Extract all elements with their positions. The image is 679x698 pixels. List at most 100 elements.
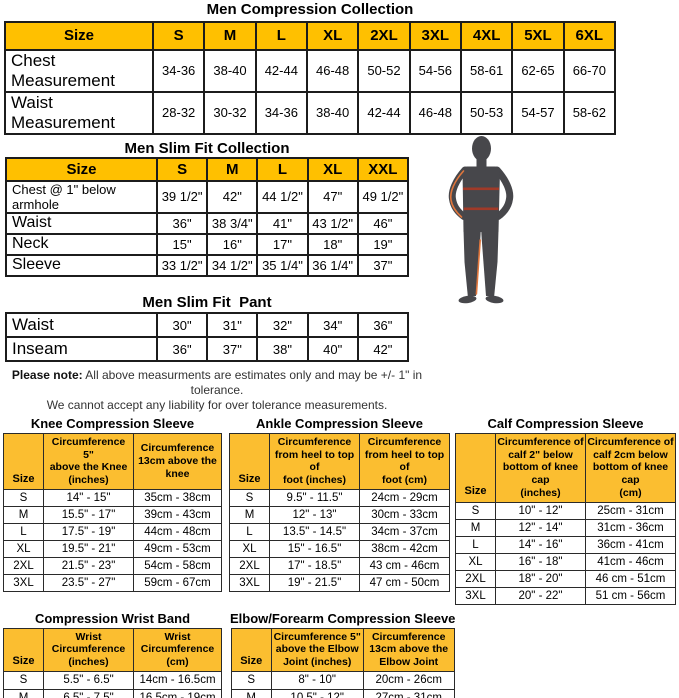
men-slim-fit-collection-table: Size S M L XL XXL Chest @ 1" below armho… bbox=[5, 156, 410, 277]
cell-size: 3XL bbox=[229, 574, 270, 593]
cell: 17" bbox=[256, 232, 309, 256]
cell-cm: 59cm - 67cm bbox=[133, 574, 222, 593]
cell: 66-70 bbox=[562, 48, 617, 93]
cell-inches: 23.5" - 27" bbox=[43, 574, 134, 593]
cell-cm: 25cm - 31cm bbox=[585, 501, 676, 520]
table-row: XL 15" - 16.5" 38cm - 42cm bbox=[229, 540, 450, 559]
cell: 33 1/2" bbox=[155, 253, 209, 277]
cell: 39 1/2" bbox=[155, 179, 209, 214]
cell: 31" bbox=[206, 312, 259, 339]
table-body: S 5.5" - 6.5" 14cm - 16.5cm M 6.5" - 7.5… bbox=[3, 670, 222, 698]
cell: 34-36 bbox=[254, 90, 308, 135]
ankle-section: Ankle Compression Sleeve Size Circumfere… bbox=[229, 417, 450, 605]
size-header-s: S bbox=[151, 20, 206, 51]
row-label: Sleeve bbox=[5, 253, 158, 277]
cell-size: 2XL bbox=[455, 569, 496, 588]
cell: 50-52 bbox=[357, 48, 411, 93]
cell: 19" bbox=[356, 232, 410, 256]
cell-inches: 6.5" - 7.5" bbox=[43, 688, 134, 698]
row-label: Neck bbox=[5, 232, 158, 256]
title-ankle-compression-sleeve: Ankle Compression Sleeve bbox=[256, 416, 423, 432]
table-row: S 8" - 10" 20cm - 26cm bbox=[230, 670, 455, 690]
chest-measurement-line bbox=[463, 187, 499, 191]
cell: 62-65 bbox=[511, 48, 565, 93]
table-row: S 10" - 12" 25cm - 31cm bbox=[455, 501, 676, 520]
table-body: S 8" - 10" 20cm - 26cm M 10.5" - 12" 27c… bbox=[230, 670, 455, 698]
knee-section: Knee Compression Sleeve Size Circumferen… bbox=[3, 417, 222, 605]
cell: 41" bbox=[256, 211, 309, 235]
cell-cm: 36cm - 41cm bbox=[585, 535, 676, 554]
cell-size: 3XL bbox=[3, 574, 44, 593]
table-row: M 10.5" - 12" 27cm - 31cm bbox=[230, 688, 455, 698]
title-elbow-forearm-compression-sleeve: Elbow/Forearm Compression Sleeve bbox=[230, 610, 456, 626]
cell-inches: 12" - 14" bbox=[495, 518, 586, 537]
compression-wrist-band-table: Size Wrist Circumference (inches) Wrist … bbox=[3, 627, 222, 698]
cell-inches: 17.5" - 19" bbox=[43, 523, 134, 542]
table-row: XL 16" - 18" 41cm - 46cm bbox=[455, 552, 676, 571]
inches-column-header: Wrist Circumference (inches) bbox=[43, 627, 134, 672]
cell: 58-61 bbox=[459, 48, 514, 93]
size-header-5xl: 5XL bbox=[511, 20, 565, 51]
table-row: Waist Measurement 28-32 30-32 34-36 38-4… bbox=[4, 90, 617, 135]
size-header-l: L bbox=[254, 20, 308, 51]
cell-cm: 51 cm - 56cm bbox=[585, 586, 676, 605]
band-tables-row: Compression Wrist Band Size Wrist Circum… bbox=[3, 612, 679, 698]
cell-cm: 44cm - 48cm bbox=[133, 523, 222, 542]
knee-compression-sleeve-table: Size Circumference 5" above the Knee (in… bbox=[3, 432, 222, 593]
table-row: Sleeve 33 1/2" 34 1/2" 35 1/4" 36 1/4" 3… bbox=[5, 253, 410, 277]
table-row: Waist 30" 31" 32" 34" 36" bbox=[5, 312, 410, 339]
size-column-header: Size bbox=[455, 432, 496, 503]
table-row: L 17.5" - 19" 44cm - 48cm bbox=[3, 523, 222, 542]
cell: 42-44 bbox=[357, 90, 411, 135]
cell-size: 2XL bbox=[229, 557, 270, 576]
cell: 38" bbox=[256, 336, 309, 363]
cell: 37" bbox=[356, 253, 410, 277]
cell-size: M bbox=[229, 506, 270, 525]
title-men-slim-fit-pant: Men Slim Fit Pant bbox=[142, 293, 272, 311]
row-label: Inseam bbox=[5, 336, 158, 363]
cell-cm: 38cm - 42cm bbox=[359, 540, 450, 559]
cell-cm: 14cm - 16.5cm bbox=[133, 670, 222, 690]
cell-size: XL bbox=[455, 552, 496, 571]
table-row: M 12" - 14" 31cm - 36cm bbox=[455, 518, 676, 537]
cell: 46-48 bbox=[408, 90, 462, 135]
cell-inches: 12" - 13" bbox=[269, 506, 360, 525]
cell-inches: 16" - 18" bbox=[495, 552, 586, 571]
size-header-3xl: 3XL bbox=[408, 20, 462, 51]
cell: 38-40 bbox=[305, 90, 360, 135]
cell-size: S bbox=[229, 489, 270, 508]
figure-right-leg bbox=[481, 230, 499, 296]
cell-size: 2XL bbox=[3, 557, 44, 576]
sleeve-measurement-line bbox=[449, 170, 465, 218]
size-header-2xl: 2XL bbox=[357, 20, 411, 51]
cell-size: XL bbox=[229, 540, 270, 559]
cell: 58-62 bbox=[562, 90, 617, 135]
cell: 16" bbox=[206, 232, 259, 256]
cell-cm: 43 cm - 46cm bbox=[359, 557, 450, 576]
cell: 36" bbox=[155, 211, 209, 235]
cell-inches: 14" - 16" bbox=[495, 535, 586, 554]
table-row: M 15.5" - 17" 39cm - 43cm bbox=[3, 506, 222, 525]
cell-cm: 49cm - 53cm bbox=[133, 540, 222, 559]
table-body: Chest Measurement 34-36 38-40 42-44 46-4… bbox=[4, 48, 617, 135]
size-header-xxl: XXL bbox=[356, 156, 410, 182]
cell: 18" bbox=[306, 232, 359, 256]
cell-cm: 39cm - 43cm bbox=[133, 506, 222, 525]
cm-column-header: Circumference 13cm above the Elbow Joint bbox=[362, 627, 455, 672]
cell: 54-57 bbox=[511, 90, 565, 135]
cell-inches: 19.5" - 21" bbox=[43, 540, 134, 559]
cell-inches: 5.5" - 6.5" bbox=[43, 670, 134, 690]
cell-inches: 14" - 15" bbox=[43, 489, 134, 508]
header-row: Size S M L XL XXL bbox=[5, 156, 410, 182]
cell: 36" bbox=[155, 336, 209, 363]
cell-size: S bbox=[3, 489, 44, 508]
figure-left-leg bbox=[463, 230, 481, 296]
cell-size: L bbox=[229, 523, 270, 542]
cell-size: S bbox=[230, 670, 272, 690]
cell: 50-53 bbox=[459, 90, 514, 135]
header-row: Size S M L XL 2XL 3XL 4XL 5XL 6XL bbox=[4, 20, 617, 51]
table-row: S 5.5" - 6.5" 14cm - 16.5cm bbox=[3, 670, 222, 690]
table-row: Waist 36" 38 3/4" 41" 43 1/2" 46" bbox=[5, 211, 410, 235]
table-body: S 9.5" - 11.5" 24cm - 29cm M 12" - 13" 3… bbox=[229, 489, 450, 593]
